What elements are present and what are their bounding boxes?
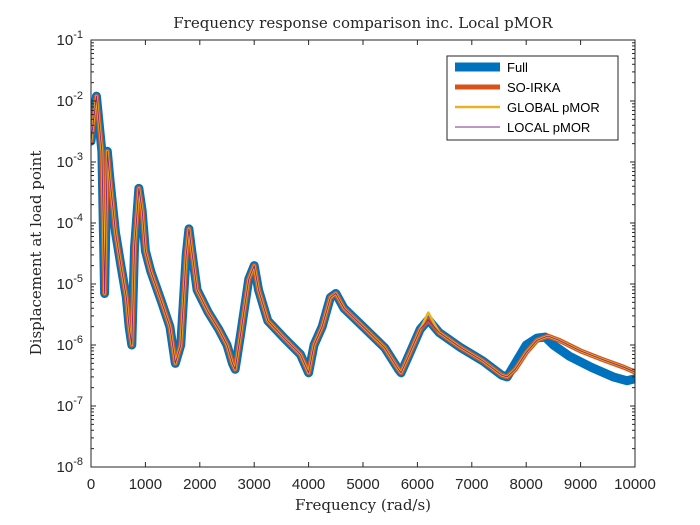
y-tick-label: 10-3 bbox=[57, 151, 83, 171]
x-tick-label: 2000 bbox=[183, 476, 216, 493]
x-tick-label: 7000 bbox=[455, 476, 488, 493]
y-tick-label: 10-8 bbox=[57, 456, 83, 476]
y-tick-label: 10-6 bbox=[57, 334, 83, 354]
x-tick-label: 6000 bbox=[401, 476, 434, 493]
y-tick-label: 10-1 bbox=[57, 29, 83, 49]
x-tick-label: 0 bbox=[87, 476, 95, 493]
series-line-4 bbox=[91, 95, 635, 378]
x-tick-label: 8000 bbox=[510, 476, 543, 493]
x-axis-label: Frequency (rad/s) bbox=[295, 496, 431, 514]
x-tick-label: 1000 bbox=[129, 476, 162, 493]
y-tick-label: 10-4 bbox=[57, 212, 83, 232]
x-tick-label: 4000 bbox=[292, 476, 325, 493]
x-tick-label: 10000 bbox=[614, 476, 656, 493]
y-tick-label: 10-7 bbox=[57, 395, 83, 415]
y-tick-label: 10-5 bbox=[57, 273, 83, 293]
x-tick-label: 5000 bbox=[346, 476, 379, 493]
legend-label-1: Full bbox=[507, 60, 528, 75]
plot-frame bbox=[90, 39, 636, 468]
x-tick-label: 9000 bbox=[564, 476, 597, 493]
x-tick-label: 3000 bbox=[238, 476, 271, 493]
legend: Full SO-IRKA GLOBAL pMOR LOCAL pMOR bbox=[446, 55, 619, 141]
chart-title: Frequency response comparison inc. Local… bbox=[173, 14, 553, 32]
legend-label-2: SO-IRKA bbox=[507, 80, 561, 95]
legend-label-4: LOCAL pMOR bbox=[507, 120, 590, 135]
y-tick-label: 10-2 bbox=[57, 90, 83, 110]
series-layer bbox=[91, 91, 635, 386]
ticks-layer: 0 1000 2000 3000 4000 5000 6000 7000 8000 9000 100… bbox=[57, 29, 656, 493]
y-axis-label: Displacement at load point bbox=[27, 151, 45, 356]
legend-label-3: GLOBAL pMOR bbox=[507, 100, 600, 115]
